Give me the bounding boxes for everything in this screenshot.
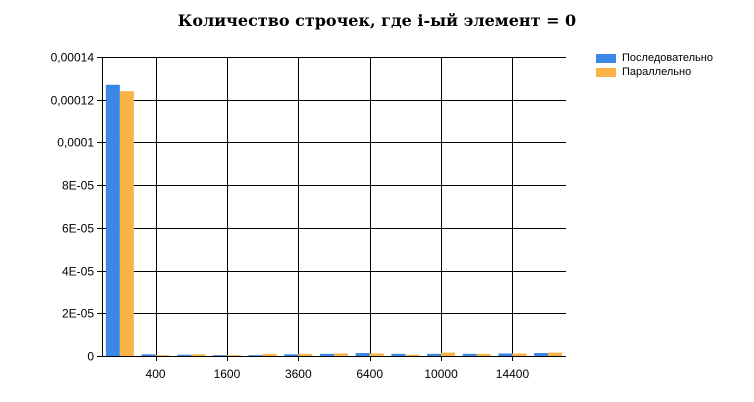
bar-series-2-11 bbox=[512, 353, 527, 356]
bar-series-2-3 bbox=[226, 355, 241, 356]
y-tick-label: 2E-05 bbox=[62, 307, 94, 321]
x-tick-label: 6400 bbox=[356, 367, 383, 381]
legend-item-series-1: Последовательно bbox=[596, 51, 713, 65]
x-tick-labels: 400 1600 3600 6400 10000 14400 bbox=[146, 367, 530, 381]
bar-series-1-3 bbox=[212, 355, 227, 356]
bar-series-2-6 bbox=[334, 353, 348, 356]
bar-series-2-5 bbox=[298, 353, 313, 356]
bar-series-2-1 bbox=[155, 355, 170, 356]
legend: Последовательно Параллельно bbox=[596, 51, 713, 79]
bar-series-1-1 bbox=[141, 354, 156, 356]
legend-swatch-series-2 bbox=[596, 67, 616, 77]
x-tick-label: 3600 bbox=[285, 367, 312, 381]
bar-series-2-12 bbox=[548, 352, 563, 356]
chart-title: Количество строчек, где i-ый элемент = 0 bbox=[177, 11, 577, 30]
bar-series-1-11 bbox=[498, 353, 513, 356]
bar-series-1-7 bbox=[355, 353, 370, 356]
bar-series-1-4 bbox=[248, 355, 263, 356]
y-tick-label: 0 bbox=[87, 350, 94, 364]
axes bbox=[102, 57, 566, 357]
y-tick-label: 6E-05 bbox=[62, 222, 94, 236]
y-tick-label: 8E-05 bbox=[62, 179, 94, 193]
legend-swatch-series-1 bbox=[596, 53, 616, 63]
x-tick-label: 14400 bbox=[496, 367, 530, 381]
y-tick-label: 0,00014 bbox=[51, 51, 95, 65]
bar-series-1-6 bbox=[320, 353, 334, 356]
bar-series-2-8 bbox=[405, 354, 420, 356]
y-tick-labels: 0 2E-05 4E-05 6E-05 8E-05 0,0001 0,00012 0,0001… bbox=[51, 51, 95, 364]
bar-series-1-0 bbox=[105, 84, 120, 356]
grid-lines bbox=[97, 57, 566, 361]
bar-series-2-0 bbox=[119, 91, 134, 357]
legend-item-series-2: Параллельно bbox=[596, 65, 713, 79]
bar-series-2-2 bbox=[191, 354, 206, 356]
bar-series-1-12 bbox=[534, 353, 549, 356]
y-tick-label: 0,00012 bbox=[51, 94, 95, 108]
bars bbox=[105, 84, 563, 357]
bar-series-1-5 bbox=[284, 354, 299, 356]
legend-label-series-1: Последовательно bbox=[622, 52, 713, 64]
bar-series-1-2 bbox=[177, 354, 192, 356]
legend-label-series-2: Параллельно bbox=[622, 66, 692, 78]
bar-series-2-4 bbox=[262, 353, 277, 356]
bar-series-2-9 bbox=[441, 352, 456, 356]
bar-series-2-7 bbox=[369, 353, 384, 356]
y-tick-label: 0,0001 bbox=[57, 136, 94, 150]
x-tick-label: 400 bbox=[146, 367, 166, 381]
bar-series-1-8 bbox=[391, 353, 406, 356]
bar-series-2-10 bbox=[476, 353, 491, 356]
x-tick-label: 1600 bbox=[214, 367, 241, 381]
bar-series-1-9 bbox=[427, 353, 442, 356]
bar-series-1-10 bbox=[462, 353, 477, 356]
y-tick-label: 4E-05 bbox=[62, 265, 94, 279]
x-tick-label: 10000 bbox=[424, 367, 458, 381]
